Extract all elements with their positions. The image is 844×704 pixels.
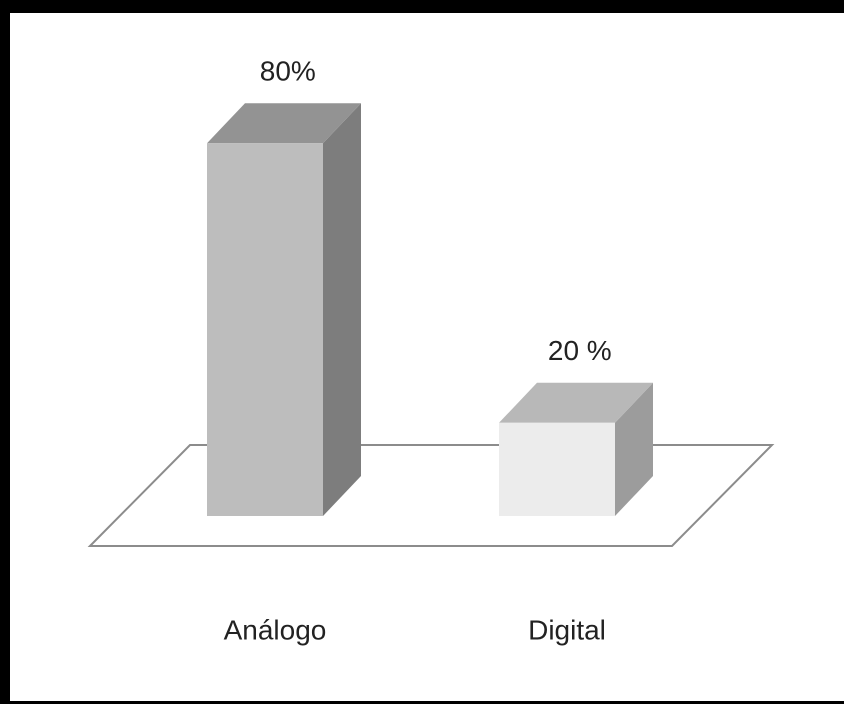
bar bbox=[499, 422, 615, 516]
floor bbox=[87, 444, 775, 547]
value-label: 80% bbox=[260, 56, 316, 87]
bar-top bbox=[499, 382, 653, 423]
x-tick-label: Análogo bbox=[224, 614, 327, 645]
frame-bottom bbox=[0, 701, 844, 704]
frame-top bbox=[0, 0, 844, 13]
value-label: 20 % bbox=[548, 335, 612, 366]
x-tick-label: Digital bbox=[528, 614, 606, 645]
bar-top bbox=[207, 103, 361, 144]
bar-side bbox=[323, 103, 361, 516]
frame-left bbox=[0, 0, 10, 704]
bar-side bbox=[615, 382, 653, 516]
bar bbox=[207, 143, 323, 516]
